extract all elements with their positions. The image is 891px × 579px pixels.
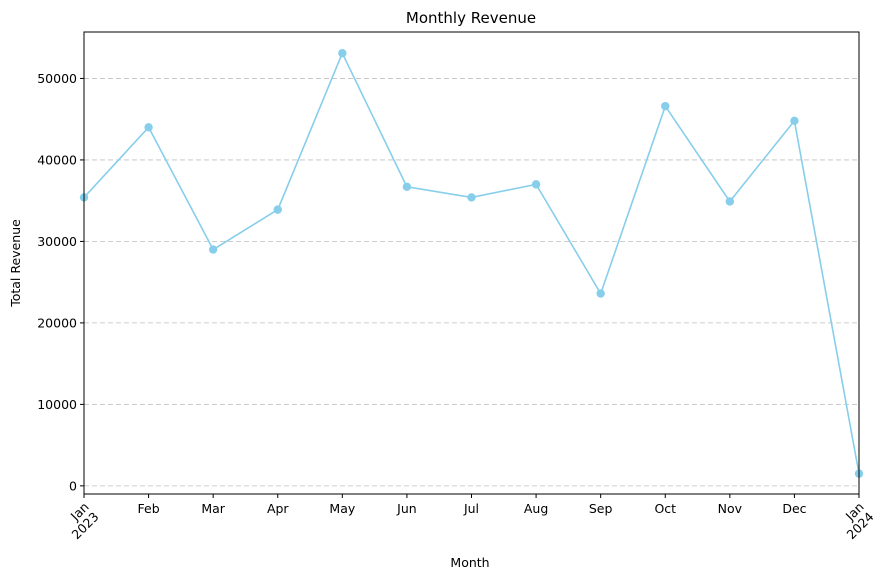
plot-frame (83, 31, 860, 495)
grid-layer (84, 78, 859, 487)
data-point (531, 180, 541, 189)
data-point (467, 193, 476, 202)
x-tick-label: Aug (524, 501, 548, 516)
data-point (661, 101, 670, 111)
x-tick-label: Apr (267, 501, 289, 516)
data-point (273, 205, 282, 214)
y-tick-label: 0 (69, 478, 77, 493)
x-tick-label: Sep (589, 501, 613, 516)
data-point (725, 197, 735, 206)
y-tick-label: 50000 (37, 71, 77, 86)
x-tick-label: Feb (138, 501, 160, 516)
data-point (144, 123, 153, 132)
data-point (596, 289, 605, 298)
x-tick-label: May (329, 501, 355, 516)
data-point (790, 116, 799, 126)
series-line (83, 51, 860, 474)
data-point (402, 182, 412, 192)
y-tick-label: 20000 (37, 315, 77, 330)
x-tick-label: Nov (718, 501, 743, 516)
series-layer (83, 51, 860, 474)
y-axis-label: Total Revenue (8, 219, 23, 308)
points-layer (79, 48, 864, 478)
x-tick-label: Jun (396, 501, 417, 516)
y-axis: 0 10000 20000 30000 40000 50000 (37, 71, 84, 493)
x-tick-label: Oct (654, 501, 676, 516)
x-tick-label: Jul (463, 501, 479, 516)
y-tick-label: 30000 (37, 234, 77, 249)
y-tick-label: 40000 (37, 152, 77, 167)
y-tick-label: 10000 (37, 397, 77, 412)
x-axis-label: Month (450, 555, 489, 570)
data-point (338, 48, 347, 58)
x-tick-label: Dec (782, 501, 806, 516)
chart-title: Monthly Revenue (406, 9, 536, 27)
x-tick-label: Mar (201, 501, 225, 516)
data-point (208, 245, 218, 254)
